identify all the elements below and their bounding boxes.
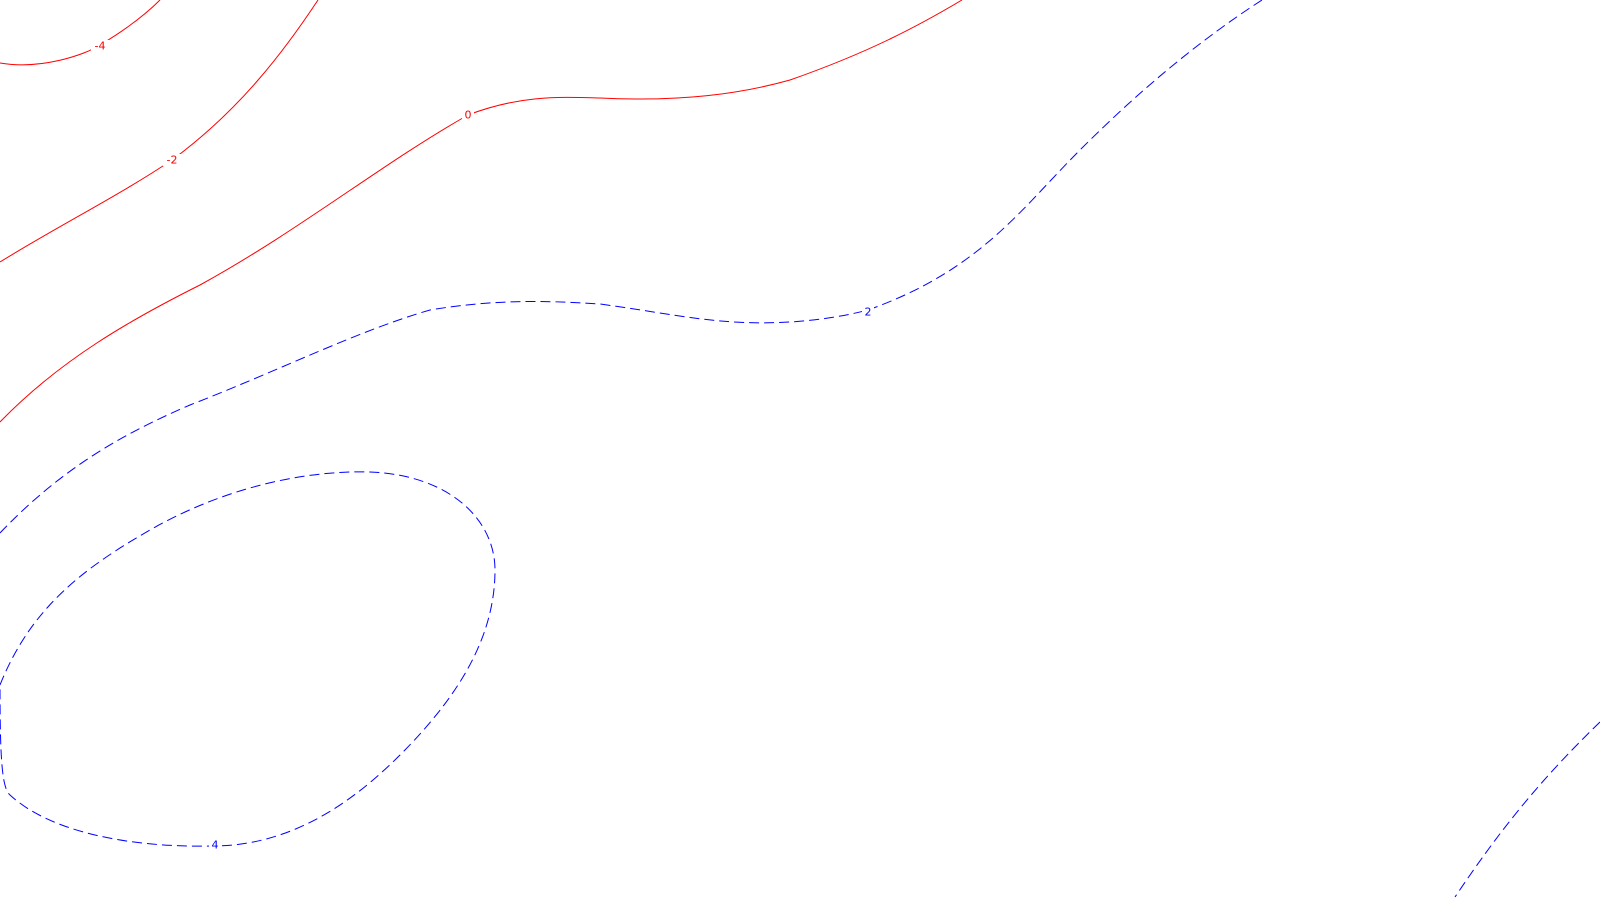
contour-line-pos2-corner	[1454, 721, 1600, 898]
contour-label-zero: 0	[465, 109, 472, 122]
label-bg-pos2	[862, 306, 874, 318]
label-bg-neg2	[163, 154, 181, 166]
label-bg-zero	[462, 109, 474, 121]
contour-label-neg4: -4	[95, 40, 106, 53]
contour-line-pos2	[0, 0, 1263, 534]
contour-label-pos2: 2	[865, 306, 872, 319]
label-bg-neg4	[91, 40, 109, 52]
contour-label-neg2: -2	[167, 154, 178, 167]
contour-line-zero	[0, 0, 963, 423]
contour-line-pos4	[0, 471, 496, 847]
contour-label-pos4: 4	[212, 839, 219, 852]
label-bg-pos4	[209, 839, 221, 851]
